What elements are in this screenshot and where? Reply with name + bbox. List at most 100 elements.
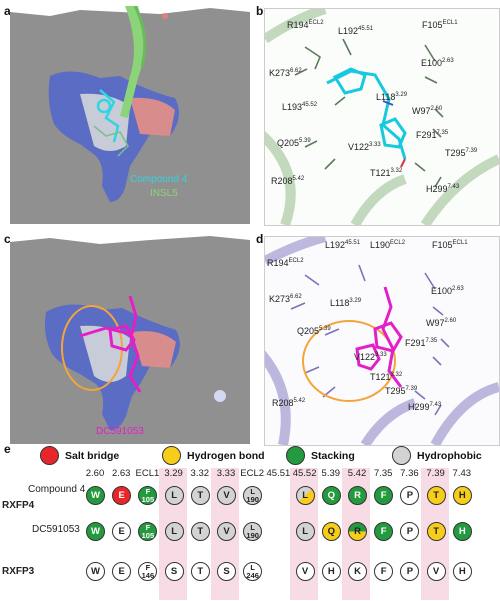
residue-label: R194ECL2 [287,20,324,30]
position-header: 2.63 [111,468,131,479]
panel-c-surface: DC591053 [10,236,250,444]
legend-item: Hydrogen bond [162,446,265,465]
residue-circle: W [86,486,105,505]
residue-circle: L [295,486,315,505]
legend-swatch [392,446,411,465]
position-header: 5.39 [321,468,341,479]
panel-d-ribbon [264,236,500,446]
residue-label: L19345.52 [282,102,318,112]
position-header: 7.43 [452,468,472,479]
residue-circle: S [217,562,236,581]
residue-circle: L [164,522,184,541]
legend-swatch [40,446,59,465]
residue-circle: F 105 [138,486,158,505]
residue-label: E1002.63 [431,286,464,296]
residue-label: L1183.29 [376,92,408,102]
residue-circle: E [112,486,132,505]
residue-circle: P [400,522,420,541]
legend-label: Hydrogen bond [187,449,265,462]
ligand-label: Compound 4 [28,484,86,495]
legend-swatch [286,446,305,465]
residue-circle: H [452,486,472,505]
residue-circle: H [452,522,472,541]
residue-label: W972.60 [412,106,443,116]
residue-circle: L [164,486,184,505]
position-header: ECL1 [135,468,160,479]
residue-label: K2736.62 [269,294,302,304]
residue-circle: F [374,562,394,581]
residue-label: W972.60 [426,318,457,328]
residue-circle: Q [321,486,341,505]
residue-circle: T [190,486,210,505]
residue-label: F105ECL1 [432,240,468,250]
legend-dc591053-label: DC591053 [96,426,144,437]
residue-circle: K [348,562,367,581]
residue-circle: P [400,486,420,505]
residue-label: L190ECL2 [370,240,406,250]
panel-letter-a: a [4,4,11,18]
residue-circle: E [112,522,132,541]
residue-circle: W [86,562,105,581]
legend-item: Hydrophobic [392,446,482,465]
residue-circle: Q [321,522,341,541]
residue-circle: T [190,522,210,541]
position-header: ECL2 [240,468,265,479]
legend-label: Stacking [311,449,355,462]
legend-insl5-label: INSL5 [150,188,178,199]
residue-label: F2917.35 [416,130,449,140]
residue-circle: P [400,562,420,581]
position-header: 45.52 [292,468,317,479]
residue-circle: R [348,486,367,505]
position-header: 7.36 [400,468,419,479]
panel-a-surface: Compound 4 INSL5 [10,6,250,224]
position-header: 3.32 [190,468,210,479]
legend-label: Hydrophobic [417,449,482,462]
residue-label: Q2055.39 [277,138,311,148]
residue-label: T1213.32 [370,372,403,382]
residue-circle: F [374,522,394,541]
legend-item: Salt bridge [40,446,119,465]
residue-label: R2085.42 [271,176,305,186]
panel-b-ribbon [264,8,500,226]
residue-label: Q2055.39 [297,326,331,336]
residue-circle: L 190 [243,522,263,541]
panel-letter-c: c [4,232,11,246]
residue-label: L1183.29 [330,298,362,308]
residue-circle: H [321,562,341,581]
residue-circle: V [426,562,446,581]
residue-circle: T [426,522,446,541]
residue-circle: W [86,522,105,541]
position-header: 7.39 [426,468,445,479]
residue-label: H2997.43 [426,184,460,194]
residue-label: F105ECL1 [422,20,458,30]
residue-label: V1223.33 [348,142,381,152]
residue-circle: E [112,562,132,581]
residue-circle: H [452,562,472,581]
residue-label: F2917.35 [405,338,438,348]
legend-compound4-label: Compound 4 [130,174,188,185]
residue-circle: F 146 [138,562,158,581]
residue-circle: V [217,522,236,541]
residue-circle: L 246 [243,562,263,581]
position-header: 3.33 [216,468,236,479]
ligand-label: DC591053 [32,524,80,535]
position-header: 2.60 [85,468,105,479]
residue-label: K2736.62 [269,68,302,78]
residue-label: R194ECL2 [267,258,304,268]
residue-circle: S [164,562,184,581]
legend-item: Stacking [286,446,355,465]
position-header: 3.29 [164,468,183,479]
residue-circle: R [348,522,367,541]
receptor-label: RXFP4 [2,500,35,511]
panel-letter-d: d [256,232,264,246]
legend-label: Salt bridge [65,449,120,462]
residue-circle: F 105 [138,522,158,541]
residue-label: V1223.33 [354,352,387,362]
residue-label: L19245.51 [338,26,374,36]
residue-circle: T [426,486,446,505]
position-header: 45.51 [266,468,291,479]
position-header: 7.35 [373,468,393,479]
panel-letter-b: b [256,4,264,18]
residue-circle: V [217,486,236,505]
position-header: 5.42 [347,468,367,479]
